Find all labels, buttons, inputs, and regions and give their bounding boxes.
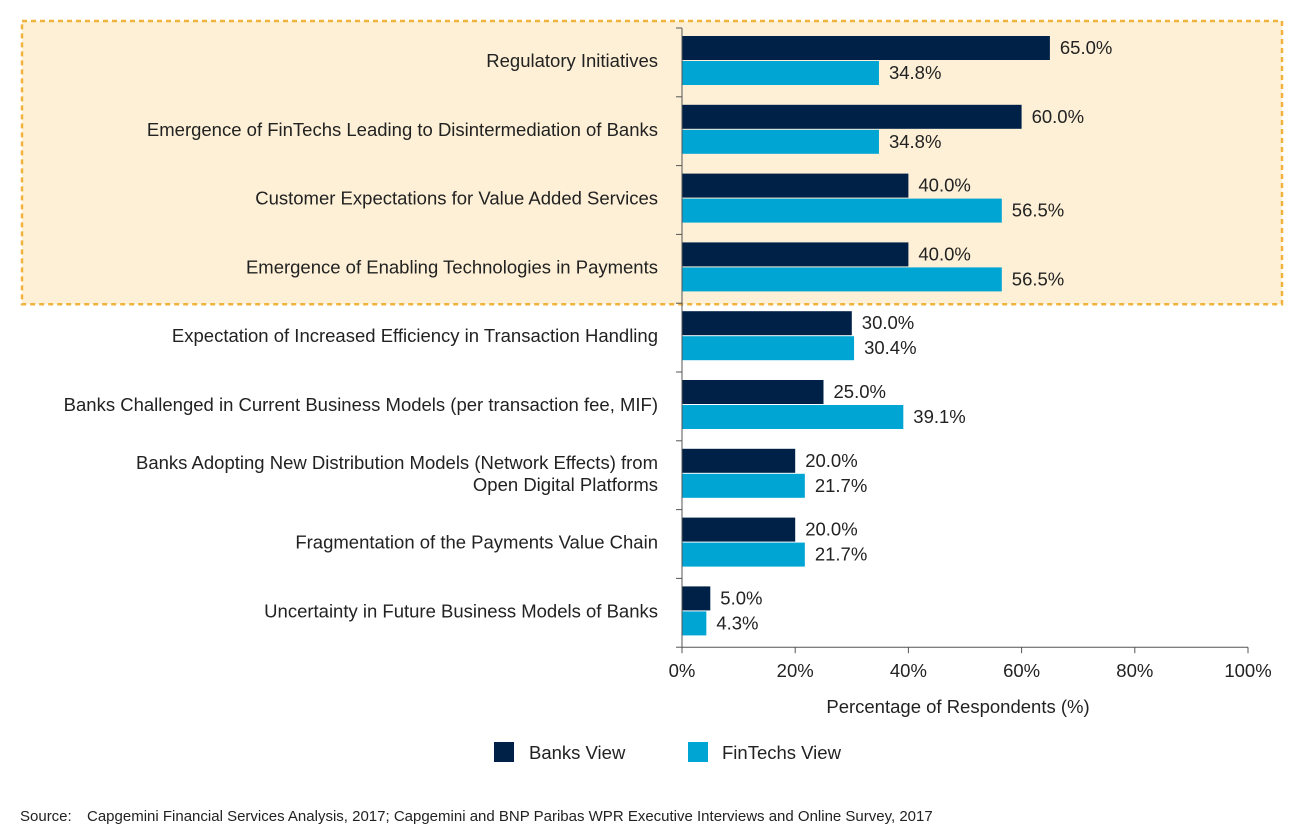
legend-swatch-fintechs xyxy=(688,742,708,762)
data-label-banks: 25.0% xyxy=(834,381,886,402)
bar-banks xyxy=(682,586,711,611)
bar-fintechs xyxy=(682,542,805,567)
data-label-fintechs: 30.4% xyxy=(864,337,916,358)
x-tick-label: 60% xyxy=(1003,660,1040,681)
x-axis-label: Percentage of Respondents (%) xyxy=(826,696,1089,717)
data-label-fintechs: 39.1% xyxy=(913,406,965,427)
category-label: Expectation of Increased Efficiency in T… xyxy=(172,325,658,346)
bar-fintechs xyxy=(682,129,879,154)
bar-banks xyxy=(682,242,909,267)
data-label-banks: 60.0% xyxy=(1032,106,1084,127)
bar-banks xyxy=(682,311,852,336)
bar-fintechs xyxy=(682,611,707,636)
data-label-banks: 30.0% xyxy=(862,312,914,333)
bar-fintechs xyxy=(682,405,904,429)
highlight-box xyxy=(20,19,1284,306)
x-tick-label: 20% xyxy=(777,660,814,681)
x-tick-label: 40% xyxy=(890,660,927,681)
bar-banks xyxy=(682,173,909,198)
data-label-fintechs: 4.3% xyxy=(716,612,758,633)
legend: Banks View FinTechs View xyxy=(494,742,842,763)
data-label-banks: 40.0% xyxy=(918,175,970,196)
bar-fintechs xyxy=(682,473,805,498)
bar-fintechs xyxy=(682,267,1002,292)
category-label: Customer Expectations for Value Added Se… xyxy=(255,188,658,209)
data-label-fintechs: 21.7% xyxy=(815,475,867,496)
data-label-banks: 20.0% xyxy=(805,450,857,471)
data-label-banks: 40.0% xyxy=(918,243,970,264)
bar-banks xyxy=(682,380,824,404)
category-label: Emergence of Enabling Technologies in Pa… xyxy=(246,256,658,277)
category-label: Emergence of FinTechs Leading to Disinte… xyxy=(147,119,658,140)
category-label: Fragmentation of the Payments Value Chai… xyxy=(295,532,658,553)
x-tick-label: 80% xyxy=(1116,660,1153,681)
bar-banks xyxy=(682,36,1050,60)
x-tick-label: 0% xyxy=(669,660,696,681)
data-label-banks: 65.0% xyxy=(1060,37,1112,58)
bar-fintechs xyxy=(682,336,855,361)
bar-banks xyxy=(682,517,796,542)
data-label-banks: 20.0% xyxy=(805,519,857,540)
data-label-fintechs: 34.8% xyxy=(889,62,941,83)
legend-label-banks: Banks View xyxy=(529,742,626,763)
category-label: Banks Challenged in Current Business Mod… xyxy=(64,394,658,415)
source-label: Source: xyxy=(20,808,72,825)
bar-fintechs xyxy=(682,61,879,85)
category-label: Regulatory Initiatives xyxy=(486,50,658,71)
data-label-fintechs: 56.5% xyxy=(1012,268,1064,289)
category-label: Open Digital Platforms xyxy=(473,474,658,495)
legend-swatch-banks xyxy=(494,742,514,762)
data-label-fintechs: 56.5% xyxy=(1012,200,1064,221)
x-tick-label: 100% xyxy=(1224,660,1271,681)
category-label: Banks Adopting New Distribution Models (… xyxy=(136,452,658,473)
bar-banks xyxy=(682,448,796,473)
legend-label-fintechs: FinTechs View xyxy=(722,742,842,763)
data-label-fintechs: 21.7% xyxy=(815,544,867,565)
bar-banks xyxy=(682,104,1022,129)
data-label-fintechs: 34.8% xyxy=(889,131,941,152)
bar-fintechs xyxy=(682,198,1002,223)
source-text: Capgemini Financial Services Analysis, 2… xyxy=(87,808,933,825)
category-label: Uncertainty in Future Business Models of… xyxy=(264,600,658,621)
data-label-banks: 5.0% xyxy=(720,587,762,608)
